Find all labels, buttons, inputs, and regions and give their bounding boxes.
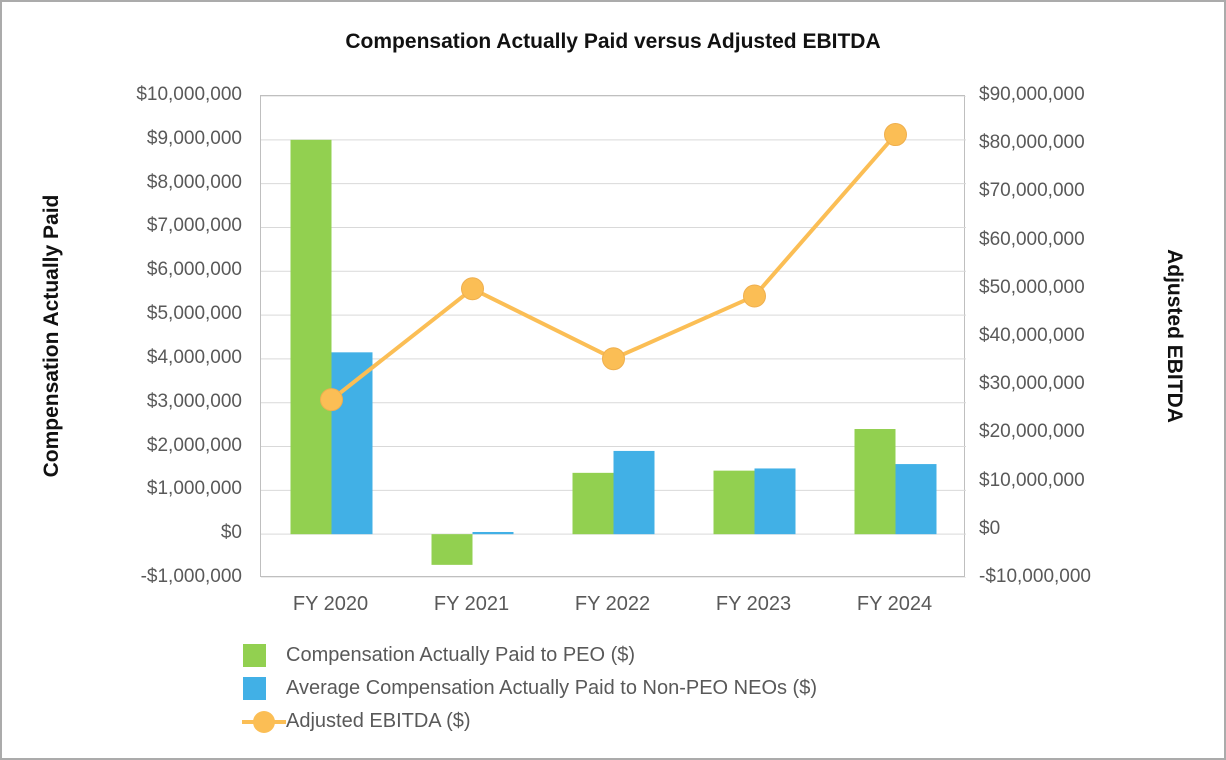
bar-non-peo [613, 450, 655, 535]
left-axis-tick-label: $3,000,000 [146, 390, 242, 412]
x-axis-label: FY 2022 [574, 593, 651, 615]
ebitda-marker [461, 277, 484, 301]
left-axis-tick-label: -$1,000,000 [140, 566, 242, 587]
bar-peo [572, 472, 614, 535]
legend-item-non-peo: Average Compensation Actually Paid to No… [242, 672, 817, 705]
right-axis-tick-label: $30,000,000 [979, 373, 1085, 395]
x-axis-label: FY 2021 [433, 593, 510, 615]
legend: Compensation Actually Paid to PEO ($) Av… [242, 639, 817, 738]
legend-label-non-peo: Average Compensation Actually Paid to No… [286, 677, 817, 699]
left-axis-tick-label: $9,000,000 [146, 127, 242, 149]
combo-chart-canvas [261, 96, 966, 578]
chart-title: Compensation Actually Paid versus Adjust… [345, 30, 881, 53]
plot-area [260, 95, 966, 578]
legend-swatch-peo-icon [243, 644, 266, 667]
legend-line-marker-icon [242, 710, 286, 734]
bar-non-peo [472, 531, 514, 535]
x-axis-label: FY 2020 [292, 593, 369, 615]
bar-non-peo [895, 464, 937, 535]
bar-non-peo [754, 468, 796, 535]
left-axis-tick-label: $2,000,000 [146, 434, 242, 456]
bar-peo [290, 139, 332, 535]
ebitda-marker [884, 123, 907, 147]
ebitda-marker [743, 284, 766, 308]
left-axis-tick-label: $1,000,000 [146, 478, 242, 500]
left-axis-tick-label: $0 [220, 522, 242, 544]
right-axis-tick-label: $40,000,000 [979, 325, 1085, 346]
legend-label-ebitda: Adjusted EBITDA ($) [286, 710, 471, 732]
left-axis-tick-label: $10,000,000 [136, 84, 242, 105]
right-axis-tick-label: $70,000,000 [979, 180, 1085, 202]
left-axis-tick-label: $7,000,000 [146, 215, 242, 237]
legend-item-peo: Compensation Actually Paid to PEO ($) [242, 639, 817, 672]
left-axis-tick-label: $5,000,000 [146, 303, 242, 325]
x-axis-label: FY 2024 [856, 593, 933, 615]
bar-non-peo [331, 352, 373, 535]
bar-peo [854, 429, 896, 535]
ebitda-marker [320, 388, 343, 412]
right-axis-tick-label: $90,000,000 [979, 84, 1085, 105]
legend-swatch-non-peo-icon [243, 677, 266, 700]
right-axis-tick-label: -$10,000,000 [979, 566, 1091, 587]
left-axis-tick-label: $6,000,000 [146, 259, 242, 281]
right-axis-tick-label: $60,000,000 [979, 228, 1085, 250]
legend-line-dot [253, 710, 275, 733]
right-axis-tick-label: $20,000,000 [979, 421, 1085, 443]
bar-peo [431, 534, 473, 565]
right-axis-tick-label: $80,000,000 [979, 132, 1085, 154]
right-axis-tick-label: $50,000,000 [979, 276, 1085, 298]
x-axis-label: FY 2023 [715, 593, 792, 615]
legend-item-ebitda: Adjusted EBITDA ($) [242, 705, 817, 738]
right-axis-tick-label: $0 [979, 517, 1001, 539]
right-axis-tick-label: $10,000,000 [979, 469, 1085, 491]
bar-peo [713, 470, 755, 535]
ebitda-marker [602, 347, 625, 371]
legend-label-peo: Compensation Actually Paid to PEO ($) [286, 644, 636, 666]
left-axis-tick-label: $4,000,000 [146, 346, 242, 368]
left-axis-tick-label: $8,000,000 [146, 171, 242, 193]
